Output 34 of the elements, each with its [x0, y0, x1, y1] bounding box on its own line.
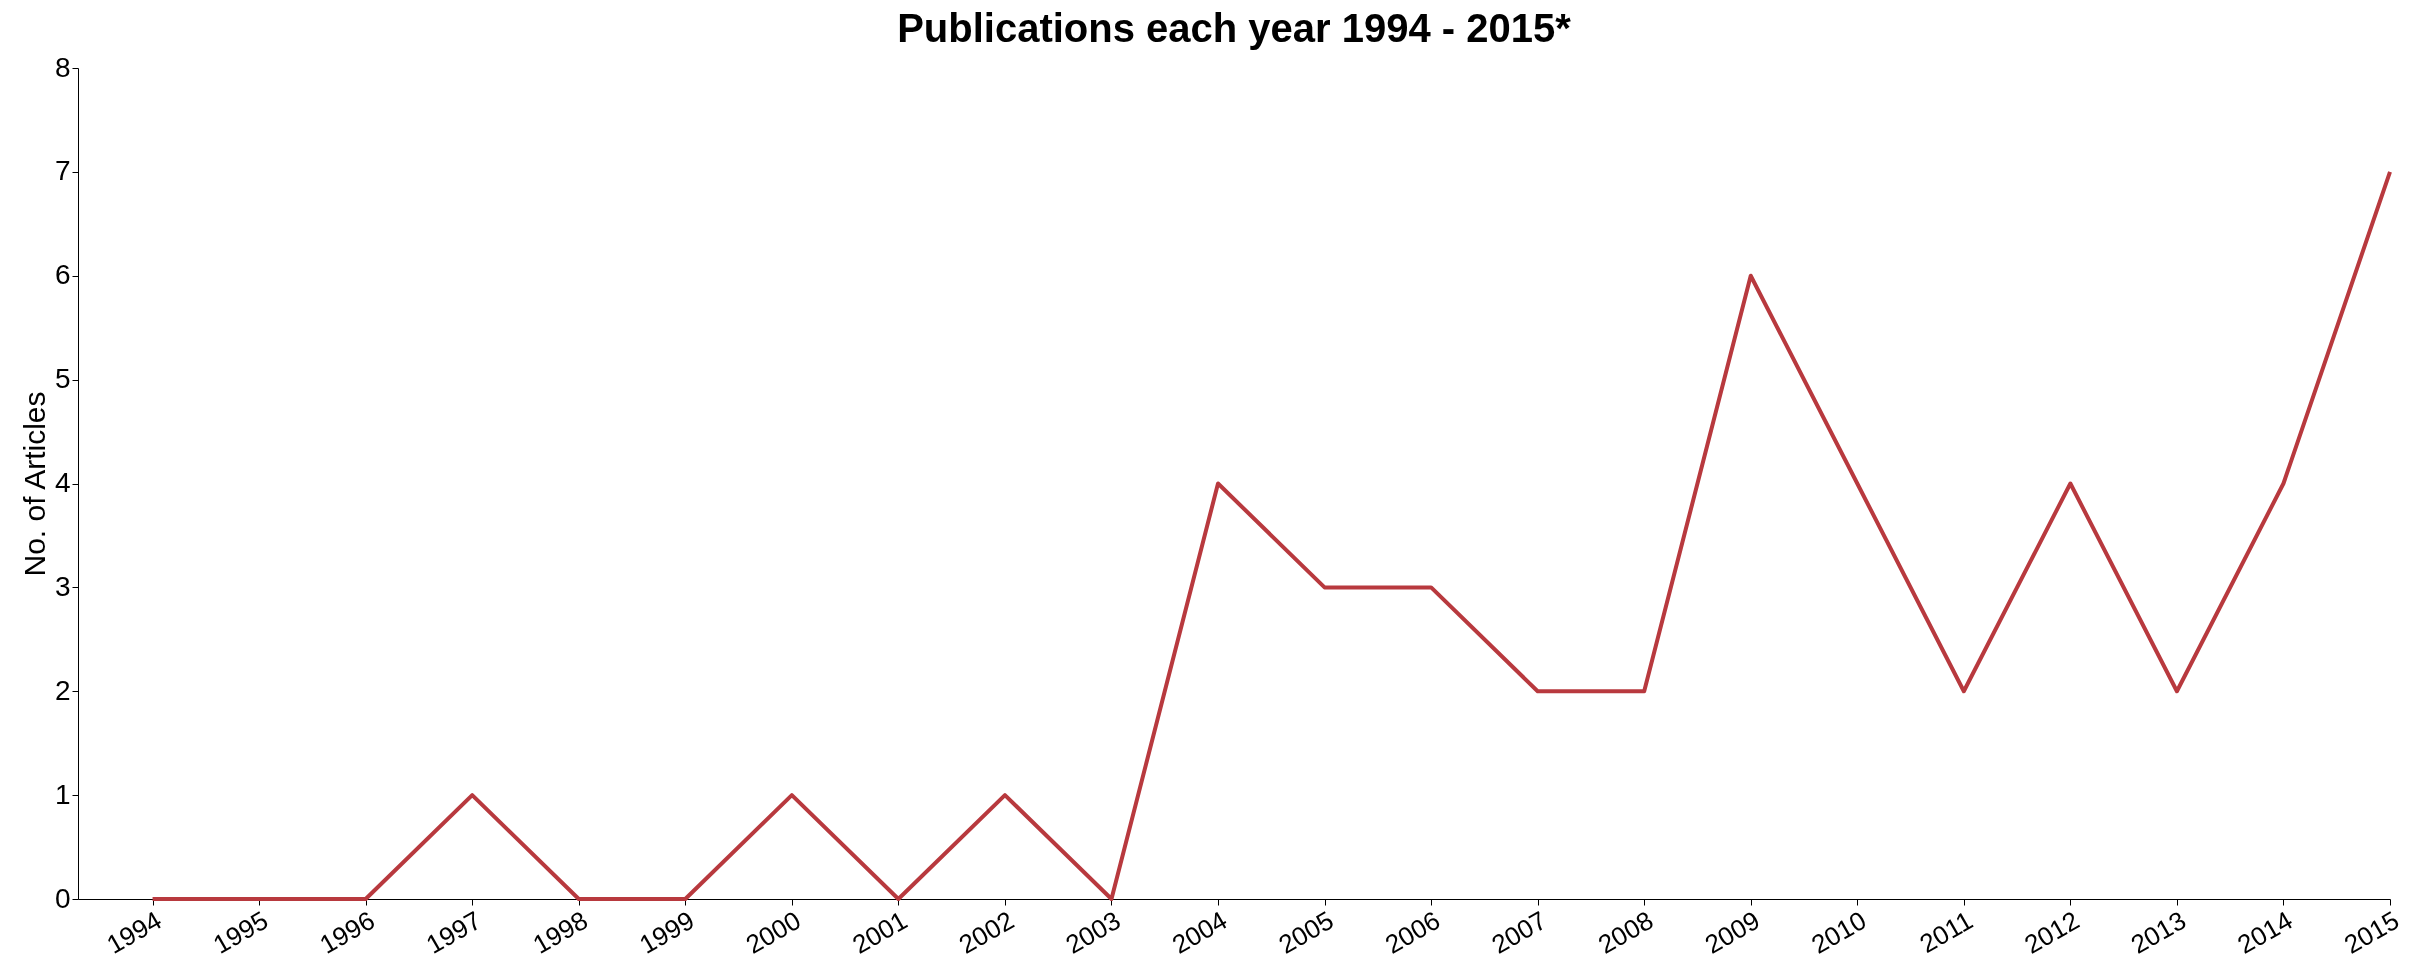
x-tick-label: 2003: [1060, 904, 1126, 960]
y-tick-label: 1: [54, 778, 71, 810]
x-tick-label: 2005: [1273, 904, 1339, 960]
x-tick-label: 2014: [2232, 904, 2298, 960]
x-tick-label: 1996: [314, 904, 380, 960]
x-tick-label: 2001: [847, 904, 913, 960]
y-tick-label: 4: [54, 467, 71, 498]
x-tick-label: 2007: [1486, 904, 1552, 960]
x-tick-label: 2011: [1914, 904, 1978, 959]
y-axis-title: No. of Articles: [17, 391, 51, 577]
x-tick-label: 2015: [2338, 904, 2404, 960]
y-tick-label: 5: [54, 363, 71, 395]
x-tick-label: 1994: [101, 904, 167, 960]
y-tick-label: 8: [54, 51, 71, 83]
x-tick-label: 2012: [2019, 904, 2085, 960]
x-tick-label: 2004: [1166, 904, 1233, 960]
x-tick-label: 2006: [1380, 904, 1446, 960]
x-tick-label: 1995: [208, 904, 274, 960]
chart-title: Publications each year 1994 - 2015*: [897, 6, 1572, 50]
line-series: [150, 169, 2392, 901]
y-tick-label: 3: [54, 570, 71, 602]
y-tick-label: 7: [54, 155, 71, 187]
x-tick-label: 2000: [740, 904, 806, 960]
x-tick-label: 2008: [1593, 904, 1659, 960]
y-tick-label: 2: [54, 674, 71, 706]
x-tick-label: 2010: [1806, 904, 1872, 960]
x-tick-label: 1997: [421, 904, 487, 960]
x-tick-label: 2002: [953, 904, 1019, 960]
y-tick-label: 6: [54, 259, 71, 291]
x-tick-label: 1998: [527, 904, 593, 960]
y-tick-label: 0: [54, 882, 71, 914]
x-tick-label: 2013: [2125, 904, 2191, 960]
x-tick-label: 2009: [1699, 904, 1765, 960]
x-tick-label: 1999: [634, 904, 700, 960]
